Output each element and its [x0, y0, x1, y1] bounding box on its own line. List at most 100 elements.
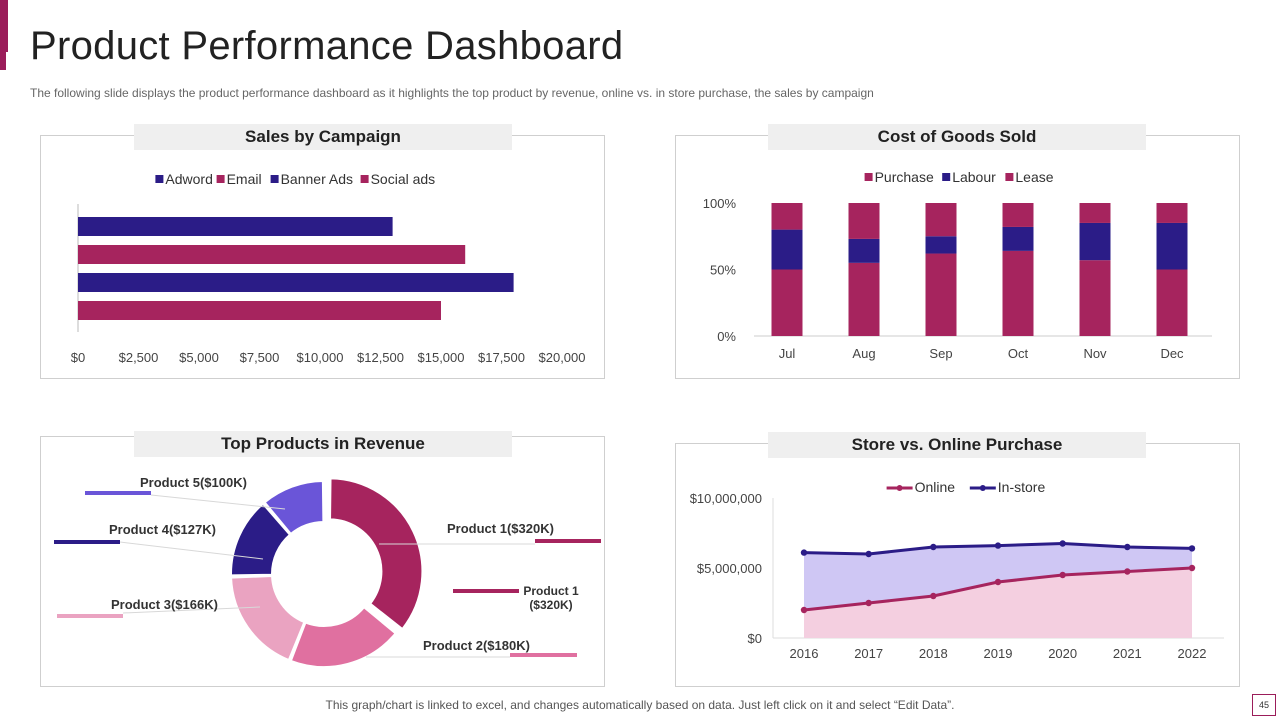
cogs-bar-segment[interactable]	[771, 269, 803, 337]
cogs-bar-segment[interactable]	[925, 253, 957, 336]
legend-swatch	[270, 175, 279, 183]
cogs-category-label: Sep	[929, 346, 952, 361]
cogs-legend-item[interactable]: Labour	[942, 169, 996, 185]
donut-slice[interactable]	[230, 502, 292, 577]
cogs-bar-segment[interactable]	[1002, 203, 1034, 227]
cogs-bar-segment[interactable]	[1002, 226, 1034, 251]
campaign-bar[interactable]	[78, 273, 514, 292]
series-point[interactable]	[1188, 545, 1196, 552]
cogs-bar-segment[interactable]	[925, 203, 957, 237]
cogs-category-label: Dec	[1160, 346, 1184, 361]
series-point[interactable]	[1124, 568, 1131, 575]
donut-label: Product 2($180K)	[423, 638, 530, 653]
cogs-bar-segment[interactable]	[1079, 222, 1111, 261]
legend-label: In-store	[998, 479, 1046, 495]
area-x-label: 2021	[1113, 646, 1142, 661]
top-products-chart[interactable]: Product 1($320K) Product 2($180K) Product …	[41, 437, 604, 686]
area-x-label: 2020	[1048, 646, 1077, 661]
panel-cost-of-goods-sold[interactable]: Cost of Goods Sold Purchase Labour Lease 0%…	[675, 124, 1240, 379]
series-point[interactable]	[994, 542, 1002, 549]
campaign-tick-label: $20,000	[539, 350, 586, 365]
donut-slice[interactable]	[289, 605, 397, 668]
campaign-legend-item[interactable]: Social ads	[360, 171, 436, 187]
cogs-bar-segment[interactable]	[1079, 260, 1111, 336]
campaign-legend-item[interactable]: Email	[216, 171, 262, 187]
panel-top-products[interactable]: Top Products in Revenue Product 1($320K)…	[40, 431, 605, 687]
store-vs-online-title: Store vs. Online Purchase	[768, 432, 1146, 458]
cogs-bar-segment[interactable]	[848, 262, 880, 336]
donut-slice[interactable]	[230, 574, 306, 662]
footer-note: This graph/chart is linked to excel, and…	[325, 698, 955, 712]
legend-swatch	[864, 173, 873, 181]
campaign-bar[interactable]	[78, 245, 466, 264]
series-point[interactable]	[994, 578, 1002, 586]
campaign-legend-item[interactable]: Adword	[155, 171, 213, 187]
series-point[interactable]	[1059, 540, 1066, 547]
campaign-tick-label: $7,500	[240, 350, 280, 365]
campaign-legend-item[interactable]: Banner Ads	[270, 171, 353, 187]
campaign-bar[interactable]	[78, 301, 441, 320]
campaign-tick-label: $17,500	[478, 350, 525, 365]
cogs-bar-segment[interactable]	[771, 229, 803, 270]
area-tick-label: $0	[748, 631, 762, 646]
cogs-bar-segment[interactable]	[1156, 269, 1188, 337]
cogs-legend-item[interactable]: Purchase	[864, 169, 934, 185]
legend-label: Email	[227, 171, 262, 187]
donut-slice[interactable]	[263, 479, 325, 536]
cogs-bar-segment[interactable]	[848, 238, 880, 263]
legend-label: Online	[915, 479, 956, 495]
series-point[interactable]	[865, 599, 872, 607]
legend-label: Social ads	[371, 171, 436, 187]
cogs-bar-segment[interactable]	[925, 236, 957, 254]
panel-store-vs-online[interactable]: Store vs. Online Purchase Online In-store…	[675, 432, 1240, 687]
legend-label: Banner Ads	[281, 171, 353, 187]
legend-swatch	[942, 173, 951, 181]
cost-of-goods-sold-chart[interactable]: Purchase Labour Lease 0% 50% 100% Jul Aug Sep Oct…	[676, 136, 1239, 378]
series-point[interactable]	[930, 592, 937, 600]
campaign-tick-label: $0	[71, 350, 85, 365]
donut-leader-line	[119, 541, 264, 560]
cogs-bar-segment[interactable]	[771, 203, 803, 230]
store-online-legend-item[interactable]: In-store	[969, 479, 1046, 495]
series-point[interactable]	[1188, 564, 1196, 572]
campaign-tick-label: $5,000	[179, 350, 219, 365]
donut-leader-line	[150, 494, 286, 510]
area-x-label: 2016	[790, 646, 819, 661]
cogs-bar-segment[interactable]	[1002, 250, 1034, 336]
donut-label: Product 4($127K)	[109, 522, 216, 537]
store-online-legend-item[interactable]: Online	[886, 479, 956, 495]
legend-label: Labour	[952, 169, 996, 185]
legend-swatch	[360, 175, 369, 183]
series-point[interactable]	[930, 543, 937, 551]
campaign-bar[interactable]	[78, 217, 393, 236]
cogs-bar-segment[interactable]	[848, 203, 880, 239]
legend-marker	[896, 485, 903, 491]
cogs-bar-segment[interactable]	[1079, 203, 1111, 223]
sales-by-campaign-chart[interactable]: Adword Email Banner Ads Social ads $0 $2,500 $…	[41, 136, 604, 378]
cogs-tick-label: 50%	[710, 263, 736, 278]
donut-extra-label-line1: Product 1	[523, 584, 579, 598]
store-vs-online-chart[interactable]: Online In-store $0 $5,000,000 $10,000,000 201…	[676, 444, 1239, 686]
series-point[interactable]	[865, 550, 872, 558]
series-point[interactable]	[1124, 543, 1131, 551]
panel-sales-by-campaign[interactable]: Sales by Campaign Adword Email Banner Ads S…	[40, 124, 605, 379]
donut-label-bar	[54, 540, 120, 544]
cogs-tick-label: 0%	[717, 329, 736, 344]
cogs-legend-item[interactable]: Lease	[1005, 169, 1054, 185]
series-point[interactable]	[1059, 571, 1066, 579]
campaign-tick-label: $2,500	[119, 350, 159, 365]
page-title: Product Performance Dashboard	[30, 24, 624, 68]
page-subtitle: The following slide displays the product…	[30, 86, 874, 100]
series-point[interactable]	[800, 606, 808, 614]
cogs-bar-segment[interactable]	[1156, 203, 1188, 223]
online-area	[804, 568, 1192, 638]
cogs-bar-segment[interactable]	[1156, 222, 1188, 270]
donut-extra-label-line2: ($320K)	[529, 598, 572, 612]
legend-swatch	[155, 175, 164, 183]
donut-label-bar	[535, 539, 601, 543]
cogs-category-label: Oct	[1008, 346, 1029, 361]
donut-label-bar	[85, 491, 151, 495]
donut-extra-bar	[453, 589, 519, 593]
series-point[interactable]	[800, 549, 808, 556]
donut-slice[interactable]	[329, 477, 424, 631]
